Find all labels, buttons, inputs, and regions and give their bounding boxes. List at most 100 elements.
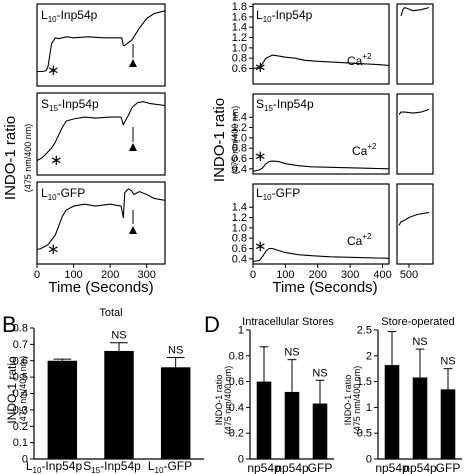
trace-3-line <box>36 188 166 251</box>
tr-y-tick-label-0-5: 1.4 <box>232 22 247 34</box>
triangle-marker-2 <box>129 143 137 151</box>
panel-d: D Intracellular Stores Store-operated IN… <box>204 312 462 474</box>
top-left-ylabel-unit: (475 nm/400 nm) <box>23 124 33 193</box>
trace-2-title: S15-Inp54p <box>41 97 99 113</box>
dl-bar-2 <box>312 403 328 459</box>
d-xlabel-1-2: GFP <box>436 461 461 474</box>
top-left-x-ticks: 0 100 200 300 <box>34 264 156 281</box>
top-right-y-ticks: 0.60.81.01.21.41.61.80.40.60.81.01.21.40… <box>232 1 253 265</box>
tr-y-tick-label-2-4: 1.2 <box>232 212 247 224</box>
tr-y-tick-label-0-4: 1.2 <box>232 32 247 44</box>
tr-y-tick-label-0-3: 1.0 <box>232 42 247 54</box>
dr-y-tick-label-3: 1.5 <box>357 376 372 388</box>
top-right-x-ticks: 0 100 200 300 400 500 <box>250 264 418 281</box>
panel-d-letter: D <box>204 312 220 337</box>
b-y-tick-label-3: 0.3 <box>13 404 28 416</box>
dl-y-tick-label-2: 0.4 <box>229 402 244 414</box>
tr-x-tick-label-5: 500 <box>400 269 418 281</box>
tr-y-tick-label-1-4: 1.2 <box>232 122 247 134</box>
triangle-marker-3 <box>129 226 137 234</box>
dl-y-tick-label-1: 0.2 <box>229 428 244 440</box>
dl-y-tick-label-5: 1 <box>238 325 244 337</box>
ca-label-3: Ca+2 <box>347 232 372 248</box>
tr-x-tick-label-3: 300 <box>341 269 359 281</box>
stimulus-star-1: ∗ <box>47 62 60 79</box>
trace-box-5b <box>396 93 434 175</box>
stimulus-star-3: ∗ <box>47 241 60 258</box>
tr-y-tick-label-2-0: 0.4 <box>232 253 247 265</box>
b-xlabel-1: L10-Inp54p <box>26 459 83 474</box>
panel-b-title: Total <box>99 307 122 319</box>
trace-box-4b <box>396 3 434 85</box>
stimulus-star-5: ∗ <box>254 148 267 165</box>
dl-y-tick-label-0: 0 <box>238 454 244 466</box>
panel-b-xlabels: L10-Inp54p S15-Inp54p L10-GFP <box>26 459 192 474</box>
dr-y-tick-label-4: 2 <box>366 350 372 362</box>
b-ns-1: NS <box>111 330 126 342</box>
trace-1-line <box>37 10 166 73</box>
tr-y-tick-label-2-5: 1.4 <box>232 202 247 214</box>
trace-2-line <box>36 101 166 161</box>
trace-box-5 <box>252 93 390 175</box>
tr-y-tick-label-0-2: 0.8 <box>232 53 247 65</box>
d-xlabel-1-1: np54p <box>403 461 437 474</box>
tr-y-tick-label-1-1: 0.6 <box>232 153 247 165</box>
panel-d-left-ylabel-unit: (475 nm/400 nm) <box>223 366 233 435</box>
panel-d-right-title: Store-operated <box>381 316 454 328</box>
panel-b-plot: 0 0.1 0.2 0.3 0.4 0.5 0.6 0.7 0.8 NS NS <box>13 323 204 466</box>
trace-box-3 <box>36 181 166 265</box>
top-right-ylabel: INDO-1 ratio <box>211 98 228 182</box>
dl-bar-1 <box>284 391 300 459</box>
b-xlabel-2: S15-Inp54p <box>83 459 141 474</box>
tr-x-tick-label-2: 200 <box>309 269 327 281</box>
b-bar-1 <box>104 350 134 459</box>
d-xlabel-0-1: np54p <box>275 461 309 474</box>
triangle-marker-1 <box>129 59 137 67</box>
trace-box-6 <box>252 183 390 265</box>
dr-y-tick-label-2: 1 <box>366 402 372 414</box>
tr-y-tick-label-1-5: 1.4 <box>232 112 247 124</box>
ca-label-2: Ca+2 <box>352 142 377 158</box>
trace-4-title: L10-Inp54p <box>256 8 313 24</box>
trace-5-line <box>252 160 390 172</box>
top-left-xlabel: Time (Seconds) <box>48 279 153 296</box>
panel-b-letter: B <box>2 312 17 337</box>
panel-d-right-ylabel: INDO-1 ratio <box>343 375 353 426</box>
trace-6-line <box>252 247 390 262</box>
stimulus-star-2: ∗ <box>50 152 63 169</box>
trace-5-line-b <box>398 108 430 115</box>
panel-b-ylabel: INDO-1 ratio <box>5 356 19 424</box>
tr-y-tick-label-2-1: 0.6 <box>232 243 247 255</box>
stimulus-star-4: ∗ <box>254 59 267 76</box>
trace-1-title: L10-Inp54p <box>41 8 98 24</box>
dl-bar-0 <box>256 381 272 459</box>
trace-box-6b <box>396 183 434 265</box>
tr-y-tick-label-2-2: 0.8 <box>232 233 247 245</box>
top-right-xlabel: Time (Seconds) <box>272 279 377 296</box>
tr-x-tick-label-4: 400 <box>373 269 391 281</box>
b-y-tick-label-1: 0.1 <box>13 437 28 449</box>
b-y-tick-label-2: 0.2 <box>13 421 28 433</box>
panel-d-left-title: Intracellular Stores <box>242 316 334 328</box>
tl-x-tick-label-3: 300 <box>138 269 156 281</box>
dr-y-tick-label-5: 2.5 <box>357 325 372 337</box>
tr-x-tick-label-0: 0 <box>250 269 256 281</box>
top-right-ylabel-unit: (475 nm/400 nm) <box>230 106 240 175</box>
trace-6-line-b <box>398 211 430 226</box>
d-xlabel-1-0: np54p <box>375 461 409 474</box>
d-xlabel-0-0: np54p <box>247 461 281 474</box>
d-xlabel-0-2: GFP <box>308 461 333 474</box>
tr-y-tick-label-2-3: 1.0 <box>232 222 247 234</box>
b-bar-2 <box>160 367 191 459</box>
dr-bar-2 <box>440 389 456 459</box>
trace-box-1 <box>36 3 166 87</box>
dr-bar-1 <box>412 377 428 459</box>
tr-y-tick-label-1-2: 0.8 <box>232 143 247 155</box>
panel-d-right-ylabel-unit: (475 nm/400 nm) <box>352 366 362 435</box>
panel-d-left-ylabel: INDO-1 ratio <box>214 375 224 426</box>
trace-6-title: L10-GFP <box>256 186 300 202</box>
trace-box-2 <box>36 92 166 176</box>
